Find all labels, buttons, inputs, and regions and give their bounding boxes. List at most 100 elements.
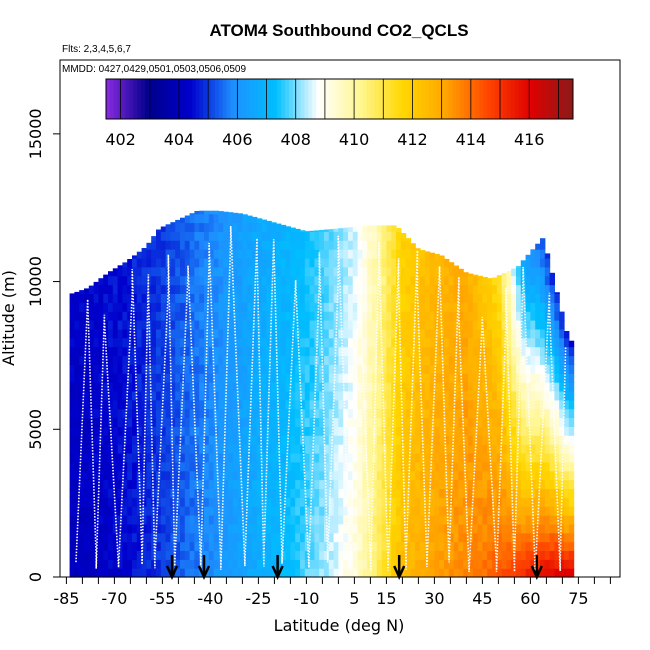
heatmap-cell: [477, 364, 483, 374]
heatmap-cell: [333, 231, 339, 241]
heatmap-cell: [98, 373, 104, 383]
heatmap-cell: [98, 568, 104, 578]
heatmap-cell: [564, 515, 570, 525]
heatmap-cell: [122, 337, 128, 348]
heatmap-cell: [348, 293, 354, 303]
heatmap-cell: [232, 444, 239, 454]
colorbar-segment: [506, 79, 512, 119]
heatmap-cell: [434, 461, 440, 472]
heatmap-cell: [376, 249, 383, 259]
heatmap-cell: [458, 275, 464, 286]
heatmap-cell: [108, 399, 114, 410]
heatmap-cell: [444, 346, 450, 357]
heatmap-cell: [564, 390, 570, 401]
heatmap-cell: [381, 382, 387, 392]
heatmap-cell: [213, 470, 219, 481]
heatmap-cell: [271, 346, 277, 357]
heatmap-cell: [213, 302, 219, 312]
heatmap-cell: [69, 328, 75, 339]
heatmap-cell: [333, 320, 339, 330]
heatmap-cell: [405, 399, 411, 410]
heatmap-cell: [223, 452, 229, 463]
heatmap-cell: [213, 399, 219, 410]
heatmap-cell: [218, 257, 224, 268]
heatmap-cell: [559, 399, 565, 410]
heatmap-cell: [400, 284, 407, 294]
heatmap-cell: [391, 515, 397, 525]
y-tick-label: 10000: [26, 256, 45, 307]
heatmap-cell: [309, 408, 315, 419]
heatmap-cell: [348, 266, 354, 277]
heatmap-cell: [93, 337, 99, 348]
heatmap-cell: [69, 461, 75, 472]
heatmap-cell: [458, 337, 464, 348]
heatmap-cell: [204, 452, 210, 463]
heatmap-cell: [468, 523, 474, 534]
heatmap-cell: [448, 382, 455, 392]
heatmap-cell: [184, 257, 191, 268]
heatmap-cell: [146, 266, 152, 277]
heatmap-cell: [386, 488, 392, 498]
heatmap-cell: [357, 541, 363, 551]
heatmap-cell: [525, 337, 531, 348]
heatmap-cell: [554, 559, 560, 569]
heatmap-cell: [84, 288, 90, 294]
colorbar-segment: [246, 79, 251, 119]
heatmap-cell: [218, 346, 224, 357]
heatmap-cell: [117, 337, 123, 348]
heatmap-cell: [348, 435, 354, 445]
heatmap-cell: [453, 346, 459, 357]
heatmap-cell: [415, 523, 421, 534]
heatmap-cell: [285, 461, 291, 472]
heatmap-cell: [93, 426, 99, 436]
heatmap-cell: [84, 337, 90, 348]
heatmap-cell: [540, 284, 546, 294]
heatmap-cell: [271, 550, 277, 560]
heatmap-cell: [496, 328, 503, 339]
heatmap-cell: [429, 302, 435, 312]
heatmap-cell: [549, 426, 555, 436]
heatmap-cell: [261, 568, 267, 578]
heatmap-cell: [386, 355, 392, 365]
heatmap-cell: [396, 399, 402, 410]
heatmap-cell: [132, 461, 138, 472]
heatmap-cell: [160, 426, 167, 436]
heatmap-cell: [189, 426, 195, 436]
heatmap-cell: [328, 373, 335, 383]
heatmap-cell: [424, 435, 431, 445]
heatmap-cell: [156, 408, 162, 419]
heatmap-cell: [223, 240, 229, 250]
heatmap-cell: [487, 559, 493, 569]
heatmap-cell: [132, 497, 138, 507]
heatmap-cell: [232, 275, 239, 286]
heatmap-cell: [314, 417, 320, 427]
heatmap-cell: [405, 426, 411, 436]
heatmap-cell: [309, 284, 315, 294]
heatmap-cell: [156, 382, 162, 392]
heatmap-cell: [170, 479, 176, 489]
heatmap-cell: [93, 355, 99, 365]
heatmap-cell: [472, 426, 479, 436]
heatmap-cell: [544, 532, 551, 543]
heatmap-cell: [223, 211, 229, 215]
heatmap-cell: [237, 231, 243, 241]
heatmap-cell: [208, 550, 215, 560]
heatmap-cell: [285, 275, 291, 286]
heatmap-cell: [184, 541, 191, 551]
heatmap-cell: [228, 355, 234, 365]
heatmap-cell: [540, 337, 546, 348]
heatmap-cell: [74, 311, 80, 321]
heatmap-cell: [405, 497, 411, 507]
x-tick-label: -25: [245, 589, 271, 608]
heatmap-cell: [237, 568, 243, 578]
heatmap-cell: [458, 268, 464, 277]
heatmap-cell: [372, 515, 378, 525]
heatmap-cell: [357, 275, 363, 286]
heatmap-cell: [492, 444, 498, 454]
heatmap-cell: [117, 265, 123, 268]
heatmap-cell: [247, 355, 253, 365]
heatmap-cell: [266, 346, 272, 357]
heatmap-cell: [218, 213, 224, 224]
heatmap-cell: [151, 461, 157, 472]
heatmap-cell: [535, 311, 541, 321]
